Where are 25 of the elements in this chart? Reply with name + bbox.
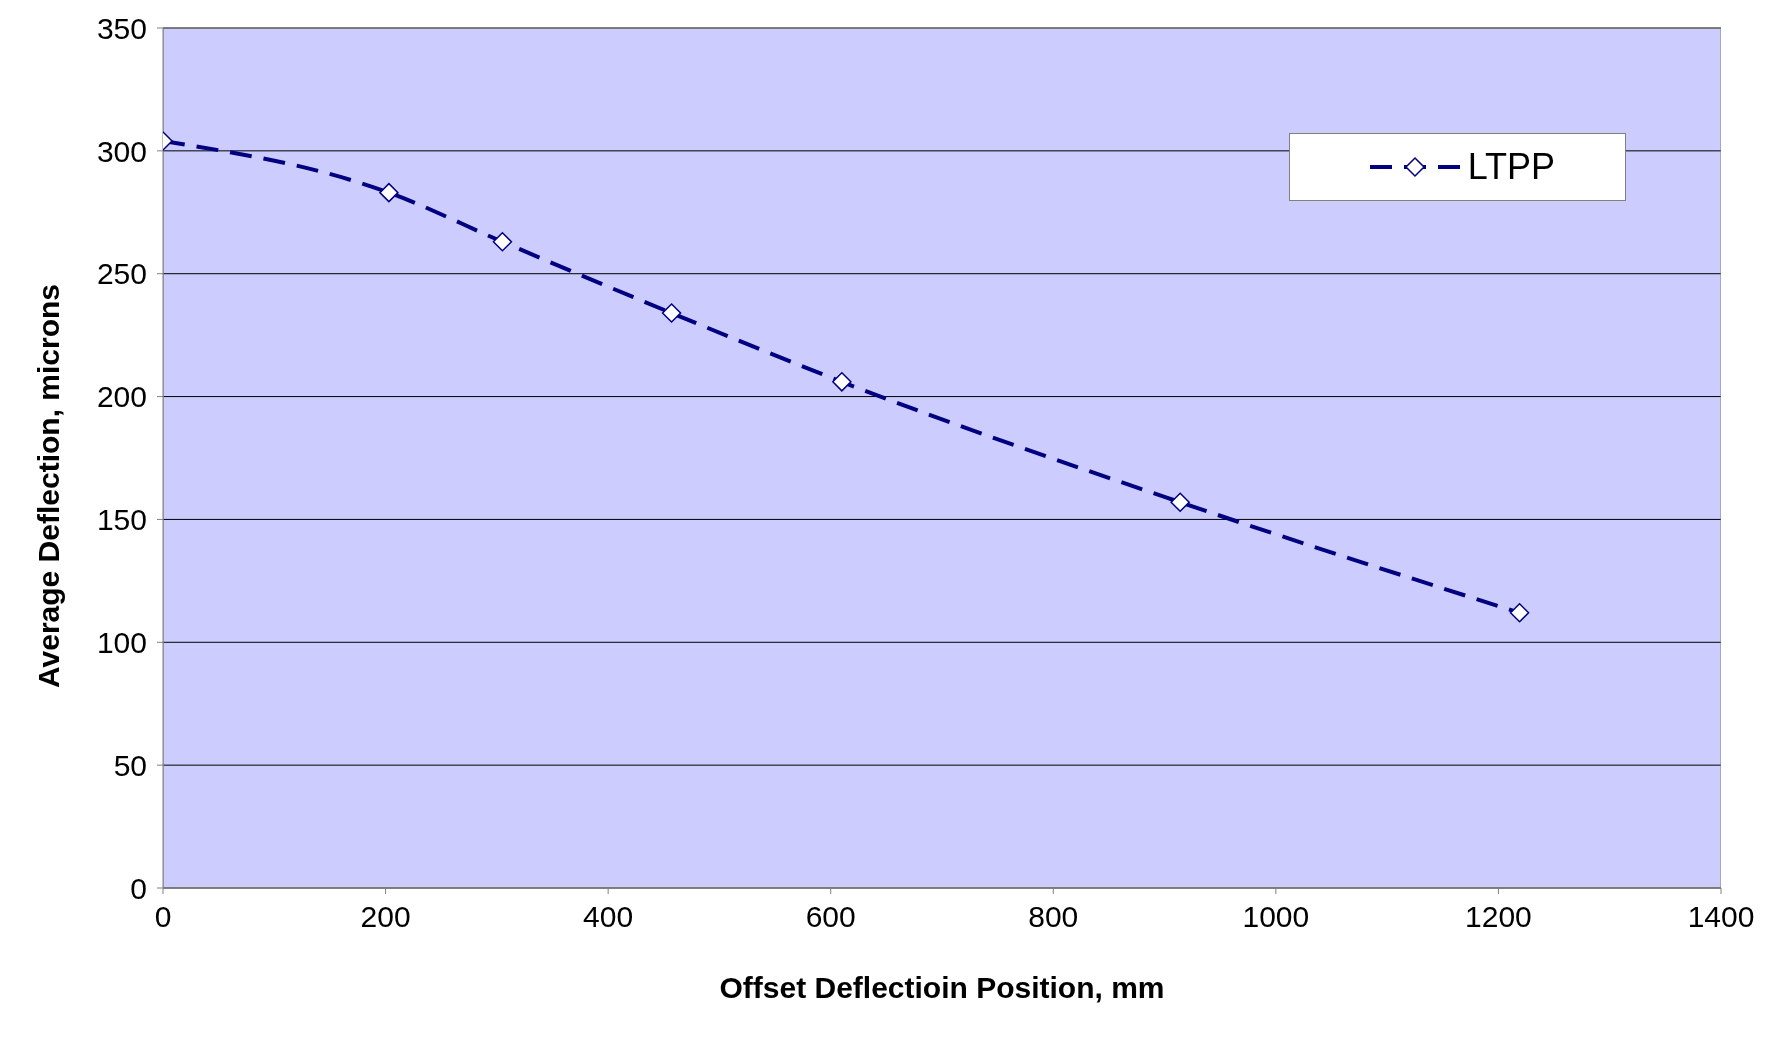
y-tick-label: 50 bbox=[113, 748, 147, 782]
x-tick-label: 1000 bbox=[1242, 900, 1310, 934]
point bbox=[832, 372, 852, 392]
y-tick-label: 300 bbox=[96, 134, 147, 168]
y-tick-label: 100 bbox=[96, 625, 147, 659]
x-tick-label: 200 bbox=[360, 900, 411, 934]
y-tick-label: 350 bbox=[96, 11, 147, 45]
x-axis-title: Offset Deflectioin Position, mm bbox=[719, 971, 1165, 1004]
x-tick-label: 0 bbox=[154, 900, 172, 934]
point bbox=[1170, 492, 1190, 512]
point bbox=[1509, 603, 1530, 623]
point bbox=[492, 232, 513, 252]
x-tick-label: 1200 bbox=[1465, 900, 1532, 934]
point bbox=[661, 303, 682, 323]
y-tick-label: 0 bbox=[130, 871, 147, 905]
y-tick-label: 250 bbox=[96, 257, 147, 291]
point bbox=[379, 182, 399, 203]
y-tick-label: 200 bbox=[96, 380, 147, 414]
x-tick-label: 800 bbox=[1028, 900, 1079, 934]
y-tick-label: 150 bbox=[96, 503, 147, 537]
y-axis-title: Average Deflection, microns bbox=[31, 283, 65, 688]
x-tick-label: 600 bbox=[805, 900, 856, 934]
legend-label: LTPP bbox=[1467, 146, 1555, 188]
x-tick-label: 400 bbox=[583, 900, 634, 934]
x-tick-label: 1400 bbox=[1687, 900, 1755, 934]
